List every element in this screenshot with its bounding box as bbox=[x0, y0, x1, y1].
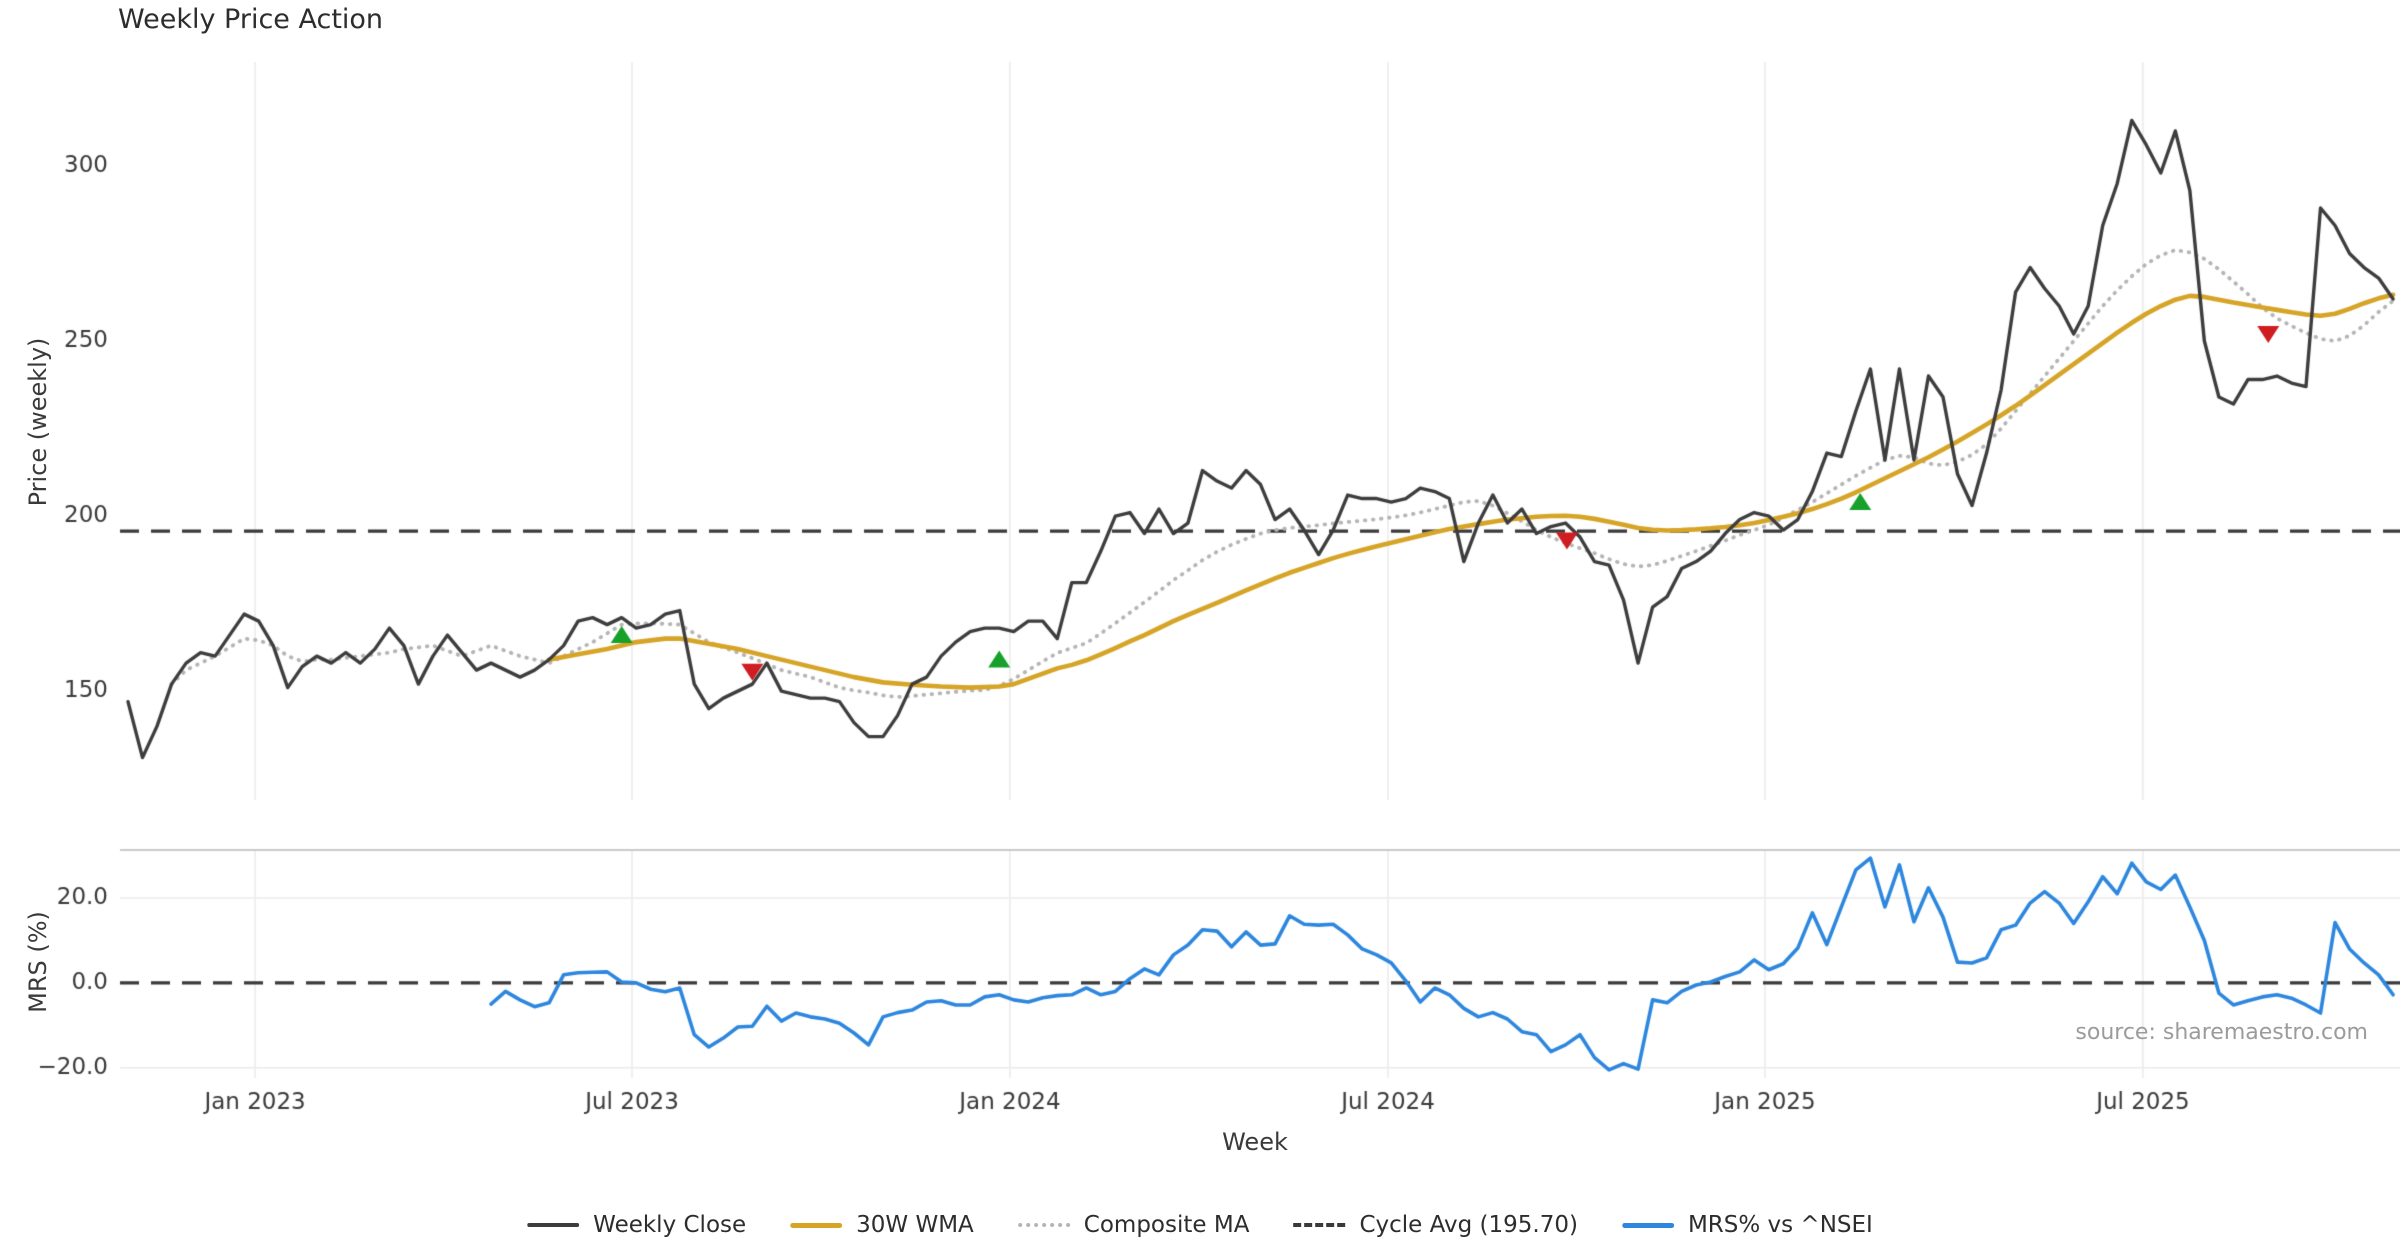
legend-item-30w-wma: 30W WMA bbox=[790, 1212, 974, 1238]
legend-item-composite-ma: Composite MA bbox=[1017, 1212, 1250, 1238]
legend-label: Cycle Avg (195.70) bbox=[1359, 1212, 1578, 1238]
chart-legend: Weekly Close 30W WMA Composite MA Cycle … bbox=[527, 1212, 1873, 1238]
legend-item-mrs: MRS% vs ^NSEI bbox=[1621, 1212, 1873, 1238]
y-axis-label-price: Price (weekly) bbox=[24, 337, 52, 507]
legend-label: Composite MA bbox=[1083, 1212, 1250, 1238]
legend-label: MRS% vs ^NSEI bbox=[1687, 1212, 1873, 1238]
legend-item-cycle-avg: Cycle Avg (195.70) bbox=[1293, 1212, 1578, 1238]
composite-ma-dotted-line-icon bbox=[1017, 1223, 1070, 1227]
mrs-line-icon bbox=[1621, 1222, 1674, 1228]
cycle-avg-dashed-line-icon bbox=[1293, 1223, 1346, 1227]
chart-title: Weekly Price Action bbox=[118, 4, 384, 35]
x-axis-label: Week bbox=[1222, 1128, 1288, 1156]
y-axis-label-mrs: MRS (%) bbox=[24, 911, 52, 1013]
weekly-close-line-icon bbox=[527, 1223, 580, 1227]
legend-label: 30W WMA bbox=[856, 1212, 974, 1238]
legend-label: Weekly Close bbox=[593, 1212, 747, 1238]
legend-item-weekly-close: Weekly Close bbox=[527, 1212, 746, 1238]
wma-line-icon bbox=[790, 1222, 843, 1228]
source-credit: source: sharemaestro.com bbox=[2075, 1020, 2368, 1045]
